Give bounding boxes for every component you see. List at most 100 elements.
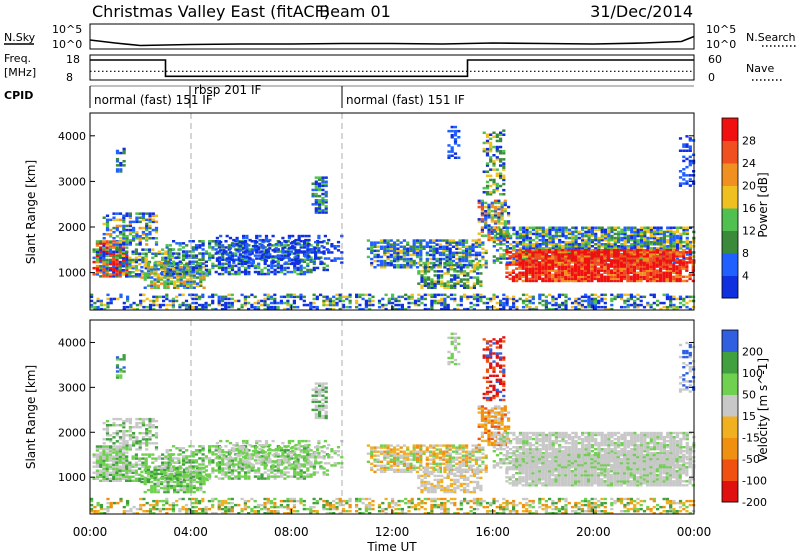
power-cell [476,272,480,275]
power-cell [151,252,155,255]
power-cell [118,273,122,276]
power-cell [443,266,447,269]
power-cell [112,212,116,215]
power-cell [535,230,539,234]
power-cell [247,272,251,276]
power-cell [336,245,341,248]
power-cell [228,236,233,240]
power-cell [125,258,129,262]
power-cell [386,243,390,246]
power-cell [453,299,457,303]
power-cell [497,212,501,215]
power-cell [112,275,116,278]
power-cell [636,230,640,234]
power-cell [547,267,551,270]
power-cell [642,273,646,276]
power-cell [273,297,277,301]
power-cell [279,301,283,305]
power-cell [570,267,574,270]
power-cell [355,301,359,305]
power-cell [164,258,168,262]
power-cell [176,263,180,267]
power-cell [528,261,532,264]
power-cell [92,248,96,251]
power-cell [571,238,575,242]
power-cell [102,258,106,262]
power-cell [544,255,548,258]
power-cell [148,226,152,230]
velocity-cell [151,442,155,445]
power-cell [309,301,313,305]
velocity-cell [138,446,142,449]
power-cell [484,249,488,253]
power-cell [688,149,692,152]
power-cell [118,237,123,240]
power-cell [115,157,120,161]
power-cell [397,307,401,311]
power-cell [122,241,126,244]
power-cell [620,305,624,309]
power-cell [449,278,454,281]
power-cell [204,272,208,276]
power-cell [613,236,617,240]
power-cell [376,245,380,248]
power-cell [603,259,607,262]
power-cell [685,275,689,279]
power-cell [181,252,186,255]
power-cell [443,261,447,265]
power-cell [500,238,504,242]
power-cell [399,241,403,244]
velocity-cell [92,453,96,456]
power-cell [141,260,145,264]
power-cell [456,276,460,279]
power-cell [645,275,650,279]
velocity-cell [118,469,122,472]
power-cell [603,250,607,254]
power-cell [118,266,122,270]
power-cell [227,297,231,301]
power-cell [630,238,634,242]
power-cell [153,274,157,277]
power-cell [432,255,436,259]
power-cell [128,258,132,262]
power-cell [499,160,503,163]
power-cell [399,266,403,269]
power-cell [115,241,119,244]
power-cell [597,295,601,299]
power-cell [264,259,269,262]
power-cell [151,212,155,215]
power-cell [323,257,327,260]
power-cell [366,239,370,242]
velocity-cell [131,471,135,474]
power-cell [455,241,459,244]
power-cell [166,261,170,265]
velocity-cell [151,424,155,427]
power-cell [102,240,106,243]
power-cell [560,250,565,254]
power-cell [480,199,484,203]
power-cell [471,245,475,248]
power-cell [406,251,410,255]
power-cell [502,133,506,136]
power-cell [168,250,172,253]
power-cell [518,277,522,281]
power-cell [596,250,601,254]
power-colorbar-tick: 28 [742,135,756,148]
power-cell [122,243,126,246]
power-cell [419,247,423,250]
power-cell [548,238,552,242]
power-cell [653,230,657,234]
power-cell [176,286,180,289]
power-cell [141,237,145,240]
power-cell [153,272,157,275]
power-cell [289,258,293,261]
power-cell [240,270,244,274]
power-cell [672,297,676,301]
power-cell [596,263,601,266]
power-cell [672,240,676,244]
power-cell [639,259,643,262]
power-cell [672,263,676,266]
power-cell [541,232,545,236]
power-cell [522,230,526,234]
power-cell [580,248,584,252]
